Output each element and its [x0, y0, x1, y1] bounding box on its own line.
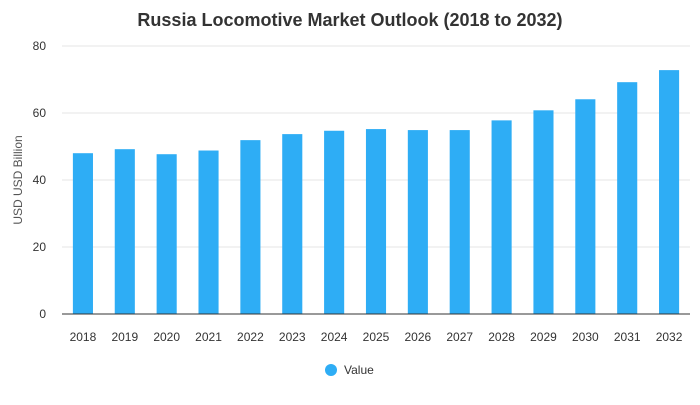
bar-2029[interactable]: [533, 110, 554, 314]
bar-2018[interactable]: [72, 153, 93, 314]
y-tick-label: 0: [39, 307, 46, 321]
x-tick-label: 2023: [279, 330, 306, 344]
x-tick-label: 2020: [153, 330, 180, 344]
x-tick-label: 2029: [530, 330, 557, 344]
bar-2023[interactable]: [282, 134, 303, 314]
x-tick-label: 2030: [572, 330, 599, 344]
legend-swatch: [325, 364, 337, 376]
x-tick-label: 2031: [614, 330, 641, 344]
chart-title: Russia Locomotive Market Outlook (2018 t…: [137, 10, 562, 30]
x-tick-label: 2026: [405, 330, 432, 344]
bar-2027[interactable]: [449, 130, 470, 314]
y-axis-ticks: 0 20 40 60 80: [33, 39, 47, 321]
y-tick-label: 60: [33, 106, 47, 120]
x-tick-label: 2019: [111, 330, 138, 344]
bar-2021[interactable]: [198, 150, 219, 314]
bar-2028[interactable]: [491, 120, 512, 315]
y-tick-label: 40: [33, 173, 47, 187]
bar-2024[interactable]: [324, 130, 345, 314]
x-tick-label: 2027: [446, 330, 473, 344]
x-tick-label: 2024: [321, 330, 348, 344]
x-axis-ticks: 2018 2019 2020 2021 2022 2023 2024 2025 2026 2027…: [70, 330, 683, 344]
x-tick-label: 2028: [488, 330, 515, 344]
legend-label: Value: [344, 363, 374, 377]
bar-2019[interactable]: [114, 149, 135, 314]
x-tick-label: 2025: [363, 330, 390, 344]
bars: [72, 70, 680, 315]
legend[interactable]: Value: [325, 363, 374, 377]
x-tick-label: 2018: [70, 330, 97, 344]
bar-2025[interactable]: [365, 129, 387, 314]
x-tick-label: 2022: [237, 330, 264, 344]
y-tick-label: 20: [33, 240, 47, 254]
y-tick-label: 80: [33, 39, 47, 53]
x-tick-label: 2032: [656, 330, 683, 344]
bar-2032[interactable]: [659, 70, 680, 315]
bar-2022[interactable]: [240, 140, 261, 314]
bar-2026[interactable]: [407, 130, 428, 314]
bar-2030[interactable]: [575, 99, 596, 314]
x-tick-label: 2021: [195, 330, 222, 344]
y-axis-label: USD USD Billion: [11, 135, 25, 224]
bar-2031[interactable]: [617, 82, 638, 315]
bar-2020[interactable]: [156, 154, 177, 314]
